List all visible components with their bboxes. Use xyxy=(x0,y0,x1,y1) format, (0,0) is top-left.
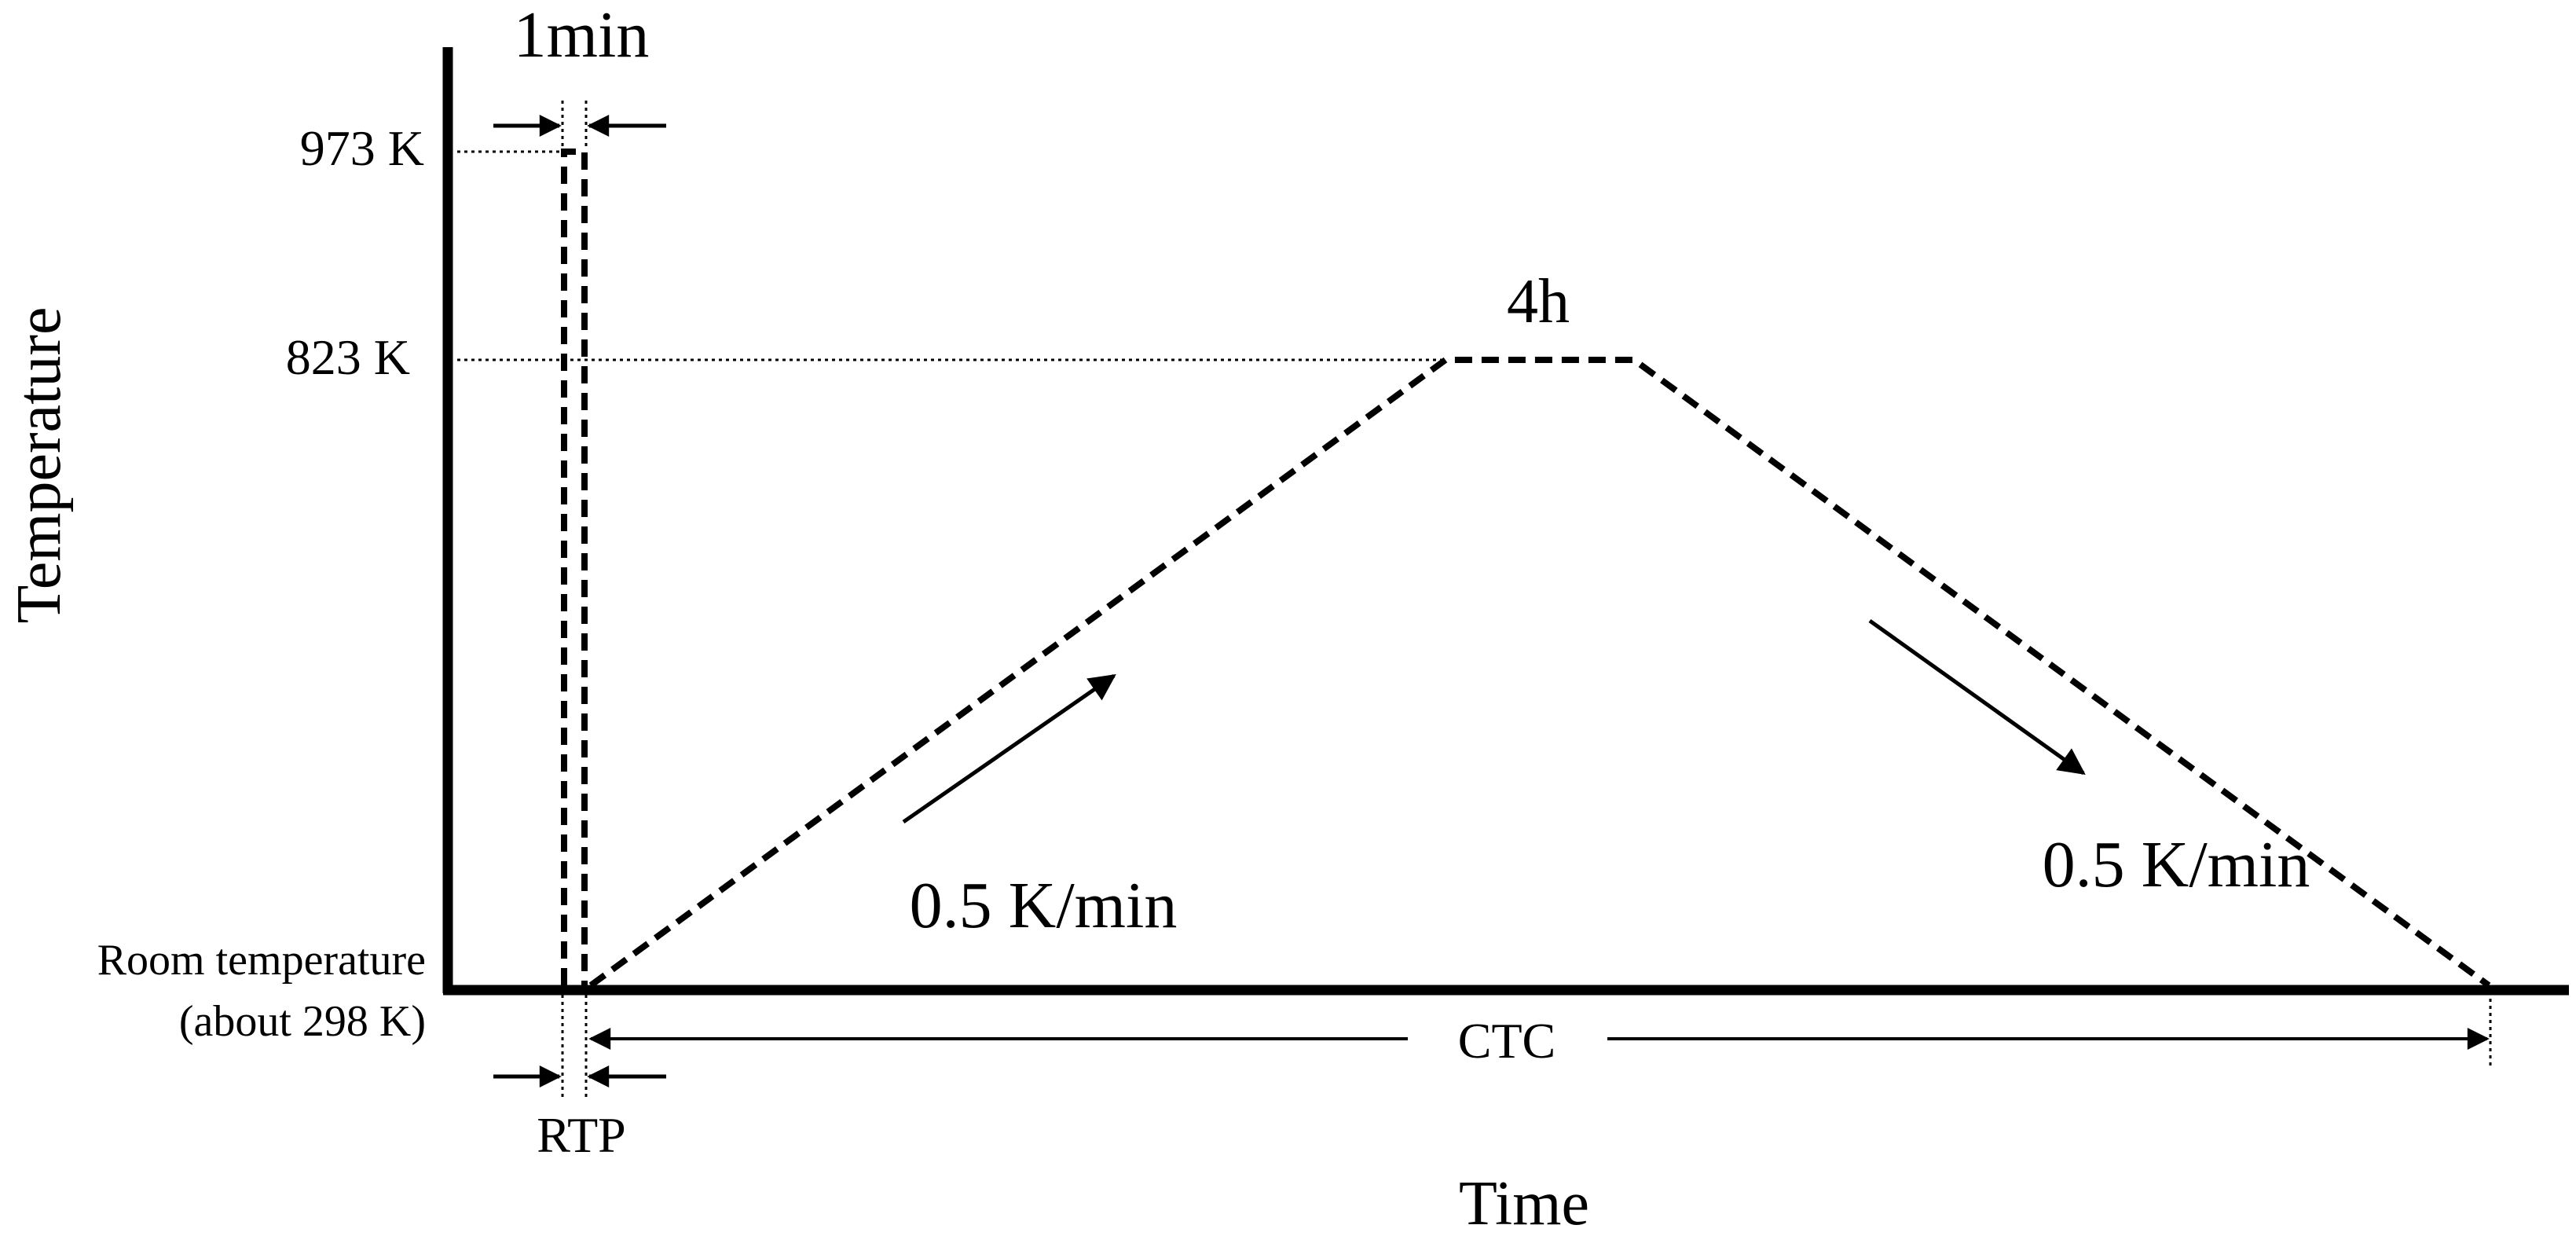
room-temp-label-line1: Room temperature xyxy=(97,936,426,985)
x-axis-label: Time xyxy=(1459,1169,1589,1236)
rtp-profile xyxy=(561,149,588,985)
heating-rate-label: 0.5 K/min xyxy=(910,869,1178,942)
heating-direction-arrow xyxy=(902,673,1116,824)
ctc-label: CTC xyxy=(1458,1013,1555,1069)
ctc-profile xyxy=(588,357,2491,988)
cooling-rate-label: 0.5 K/min xyxy=(2043,828,2310,901)
high-temp-label: 973 K xyxy=(300,120,424,176)
rtp-duration-label: 1min xyxy=(514,0,650,72)
mid-temp-label: 823 K xyxy=(286,329,410,385)
rtp-label: RTP xyxy=(537,1107,626,1163)
y-axis-label: Temperature xyxy=(5,306,74,623)
cooling-direction-arrow xyxy=(1868,618,2086,776)
hold-duration-label: 4h xyxy=(1507,267,1570,336)
room-temp-label-line2: (about 298 K) xyxy=(179,997,426,1046)
